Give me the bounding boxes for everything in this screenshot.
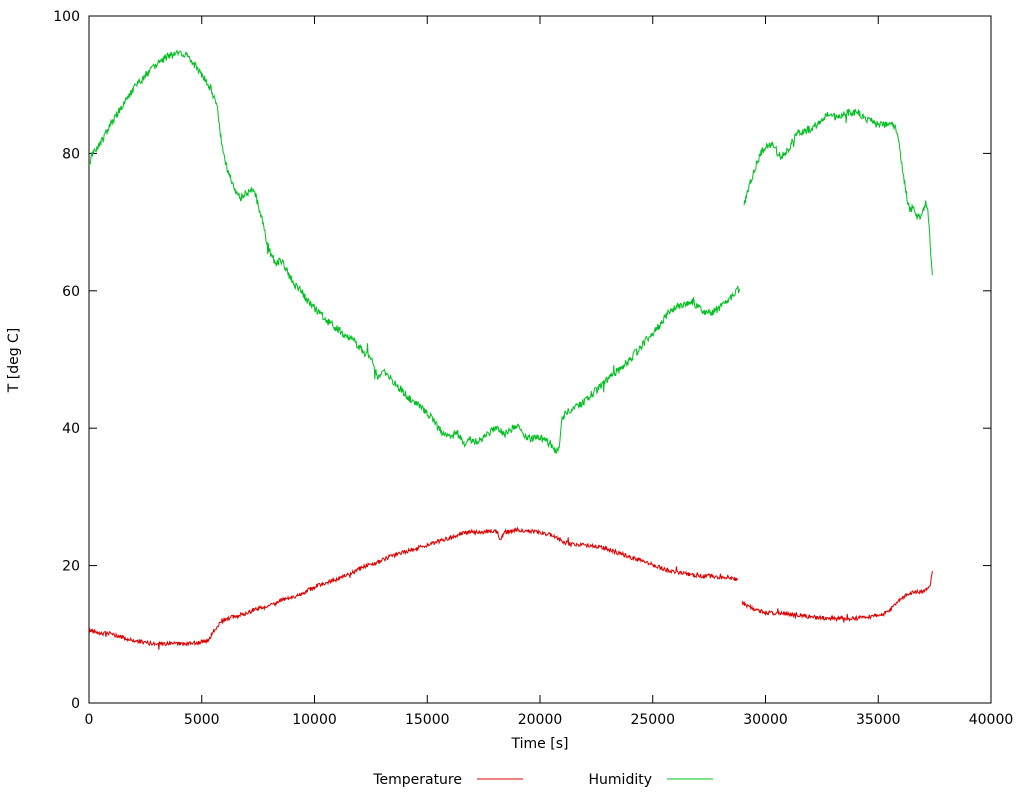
y-tick-label: 60 xyxy=(62,284,80,300)
legend-label-humidity: Humidity xyxy=(589,772,652,788)
x-tick-label: 5000 xyxy=(184,712,220,728)
x-tick-label: 15000 xyxy=(405,712,450,728)
y-axis-title: T [deg C] xyxy=(6,328,22,394)
series-line-temperature xyxy=(88,526,933,650)
series-layer xyxy=(88,49,933,650)
y-tick-label: 0 xyxy=(71,696,80,712)
axes-layer: 0 5000 10000 15000 20000 25000 30000 35000 40000… xyxy=(53,9,1013,728)
x-axis-title: Time [s] xyxy=(511,736,569,752)
plot-border xyxy=(88,15,992,704)
y-tick-label: 100 xyxy=(53,9,80,25)
x-tick-label: 40000 xyxy=(969,712,1014,728)
x-tick-label: 35000 xyxy=(856,712,901,728)
x-tick-label: 30000 xyxy=(743,712,788,728)
x-tick-label: 10000 xyxy=(292,712,337,728)
y-tick-label: 80 xyxy=(62,146,80,162)
x-tick-label: 20000 xyxy=(518,712,563,728)
legend-label-temperature: Temperature xyxy=(372,772,462,788)
y-tick-label: 20 xyxy=(62,559,80,575)
y-tick-label: 40 xyxy=(62,421,80,437)
series-line-humidity xyxy=(88,49,933,455)
x-tick-label: 0 xyxy=(85,712,94,728)
legend: Temperature Humidity xyxy=(372,772,713,788)
x-tick-label: 25000 xyxy=(630,712,675,728)
